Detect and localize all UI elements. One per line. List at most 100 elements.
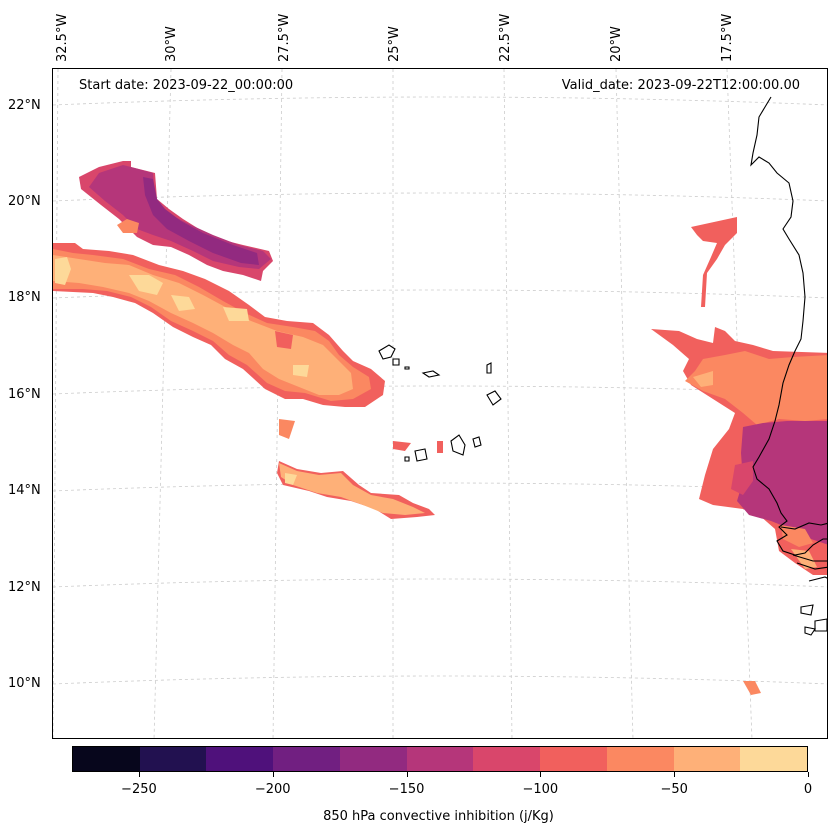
- cape-verde-island-santiago: [450, 434, 466, 456]
- lat-label-12n: 12°N: [8, 580, 41, 595]
- cin-region: [275, 331, 293, 349]
- cin-region: [279, 463, 425, 515]
- meridian-20w: [615, 69, 634, 738]
- colorbar-segment: [339, 747, 407, 771]
- colorbar-tick-mark: [808, 772, 809, 777]
- colorbar: [72, 746, 808, 772]
- lon-label-17-5w: 17.5°W: [720, 13, 735, 62]
- lon-label-25w: 25°W: [387, 26, 402, 62]
- cin-band-main: [53, 243, 385, 439]
- gridlines: [53, 69, 827, 738]
- cape-verde-island-brava: [404, 456, 410, 462]
- cape-verde-island-santa-luzia: [404, 366, 410, 370]
- colorbar-segment: [673, 747, 741, 771]
- cin-region: [393, 441, 411, 451]
- cin-region: [737, 421, 827, 545]
- colorbar-tick-mark: [406, 772, 408, 777]
- cin-region: [781, 525, 813, 547]
- colorbar-tick-label: −50: [660, 782, 688, 797]
- cin-region: [171, 295, 195, 311]
- cin-region: [279, 419, 295, 439]
- colorbar-segment: [73, 747, 140, 771]
- colorbar-segment: [540, 747, 607, 771]
- lat-label-22n: 22°N: [8, 98, 41, 113]
- lon-label-22-5w: 22.5°W: [498, 13, 513, 62]
- lon-label-27-5w: 27.5°W: [277, 13, 292, 62]
- lon-label-30w: 30°W: [164, 26, 179, 62]
- africa-coastline: [808, 576, 827, 582]
- cape-verde-island-sao-nicolau: [421, 370, 441, 378]
- cape-verde-island-boa-vista: [486, 390, 502, 406]
- coastal-island: [800, 604, 814, 616]
- africa-coastline: [780, 522, 827, 530]
- cin-region: [129, 275, 163, 295]
- meridian-17-5w: [726, 69, 753, 738]
- cin-region: [53, 255, 353, 395]
- cape-verde-island-sal: [486, 362, 492, 374]
- coastlines: [378, 96, 827, 636]
- cin-band-northwest: [79, 161, 273, 281]
- cin-region: [437, 441, 443, 453]
- meridian-22-5w: [503, 69, 513, 738]
- parallel-10n: [53, 675, 827, 685]
- parallel-22n: [53, 96, 827, 106]
- colorbar-segment: [740, 747, 808, 771]
- colorbar-tick-label: −150: [388, 782, 425, 797]
- colorbar-tick-label: −100: [522, 782, 559, 797]
- colorbar-label: 850 hPa convective inhibition (j/Kg): [323, 809, 554, 824]
- lat-label-14n: 14°N: [8, 483, 41, 498]
- coastal-island: [804, 626, 816, 636]
- map-panel: [52, 68, 828, 739]
- parallel-14n: [53, 482, 827, 492]
- cin-region: [743, 681, 761, 695]
- colorbar-segment: [273, 747, 340, 771]
- parallel-12n: [53, 578, 827, 588]
- colorbar-tick-label: −200: [254, 782, 291, 797]
- colorbar-tick-mark: [272, 772, 274, 777]
- colorbar-segment: [473, 747, 541, 771]
- cin-band-south: [277, 441, 761, 695]
- meridian-27-5w: [272, 69, 283, 738]
- lon-label-20w: 20°W: [609, 26, 624, 62]
- lat-label-10n: 10°N: [8, 676, 41, 691]
- colorbar-tick-mark: [540, 772, 542, 777]
- colorbar-tick-mark: [674, 772, 676, 777]
- cape-verde-island-maio: [472, 436, 482, 448]
- colorbar-tick-mark: [138, 772, 140, 777]
- lat-label-18n: 18°N: [8, 290, 41, 305]
- parallel-16n: [53, 385, 827, 395]
- cin-region: [55, 257, 71, 285]
- colorbar-segment: [606, 747, 674, 771]
- cin-region: [731, 461, 753, 495]
- cape-verde-island-santo-antao: [378, 344, 396, 360]
- lat-label-20n: 20°N: [8, 194, 41, 209]
- meridian-32-5w: [53, 69, 59, 738]
- africa-coastline: [796, 562, 827, 570]
- start-date-label: Start date: 2023-09-22_00:00:00: [79, 78, 294, 93]
- cape-verde-island-fogo: [414, 448, 428, 462]
- africa-coastline: [750, 96, 827, 556]
- parallel-20n: [53, 192, 827, 202]
- cin-region: [693, 371, 713, 387]
- lon-label-32-5w: 32.5°W: [55, 13, 70, 62]
- africa-coastline: [792, 554, 827, 562]
- cin-band-east: [651, 217, 827, 575]
- meridian-30w: [153, 69, 172, 738]
- map-canvas: [53, 69, 827, 738]
- coastal-island: [814, 618, 827, 632]
- cin-region: [223, 307, 249, 321]
- colorbar-segment: [406, 747, 474, 771]
- valid-date-label: Valid_date: 2023-09-22T12:00:00.00: [561, 78, 800, 93]
- colorbar-segment: [139, 747, 207, 771]
- cin-region: [285, 473, 297, 485]
- cape-verde-island-sao-vicente: [392, 358, 400, 366]
- colorbar-segment: [206, 747, 274, 771]
- cin-region: [293, 365, 309, 377]
- cin-region: [143, 177, 259, 265]
- cin-region: [117, 219, 139, 233]
- colorbar-tick-label: 0: [803, 782, 813, 797]
- cin-region: [685, 351, 827, 425]
- colorbar-tick-label: −250: [121, 782, 157, 797]
- lat-label-16n: 16°N: [8, 387, 41, 402]
- cin-region: [691, 217, 737, 307]
